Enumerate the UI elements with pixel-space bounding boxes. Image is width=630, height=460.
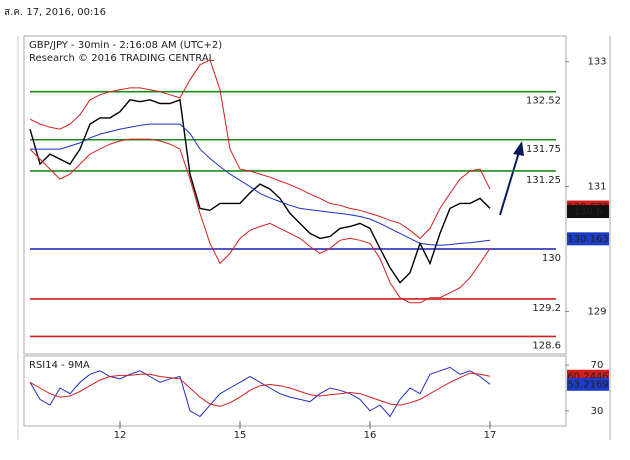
level-label: 132.52 xyxy=(526,96,561,107)
y-tick-label: 70 xyxy=(591,360,604,371)
x-tick-label: 16 xyxy=(364,430,377,441)
level-label: 129.2 xyxy=(532,303,561,314)
rsi-title: RSI14 - 9MA xyxy=(29,360,90,371)
price-tag-label: 130.6 xyxy=(574,207,603,218)
level-label: 131.75 xyxy=(526,144,561,155)
price-tag-label: 60.2446 xyxy=(567,371,608,382)
price-tag xyxy=(567,205,609,219)
price-tag-label: 130.163 xyxy=(567,234,608,245)
main-subtitle: Research © 2016 TRADING CENTRAL xyxy=(29,53,215,64)
main-panel xyxy=(23,35,567,355)
indicator-line xyxy=(30,123,491,246)
level-label: 131.25 xyxy=(526,175,561,186)
y-tick-label: 133 xyxy=(587,57,606,68)
y-tick-label: 129 xyxy=(587,306,606,317)
indicator-line xyxy=(29,372,491,407)
timestamp: ส.ค. 17, 2016, 00:16 xyxy=(4,7,106,18)
arrow-head xyxy=(513,141,524,156)
price-line xyxy=(29,98,491,284)
indicator-line xyxy=(29,366,491,418)
level-label: 128.6 xyxy=(532,340,561,351)
price-tag xyxy=(567,232,609,246)
price-tag-label: 53.2169 xyxy=(567,379,608,390)
level-label: 130 xyxy=(542,253,561,264)
x-tick-label: 17 xyxy=(484,430,497,441)
rsi-panel xyxy=(23,355,567,427)
x-tick-label: 12 xyxy=(114,430,127,441)
x-tick-label: 15 xyxy=(234,430,247,441)
main-title: GBP/JPY - 30min - 2:16:08 AM (UTC+2) xyxy=(29,40,222,51)
y-tick-label: 30 xyxy=(591,406,604,417)
forecast-arrow xyxy=(499,141,524,216)
indicator-line xyxy=(29,138,491,304)
y-tick-label: 131 xyxy=(587,182,606,193)
arrow-shaft xyxy=(499,151,520,216)
price-tag xyxy=(567,377,609,391)
indicator-line xyxy=(29,59,491,240)
